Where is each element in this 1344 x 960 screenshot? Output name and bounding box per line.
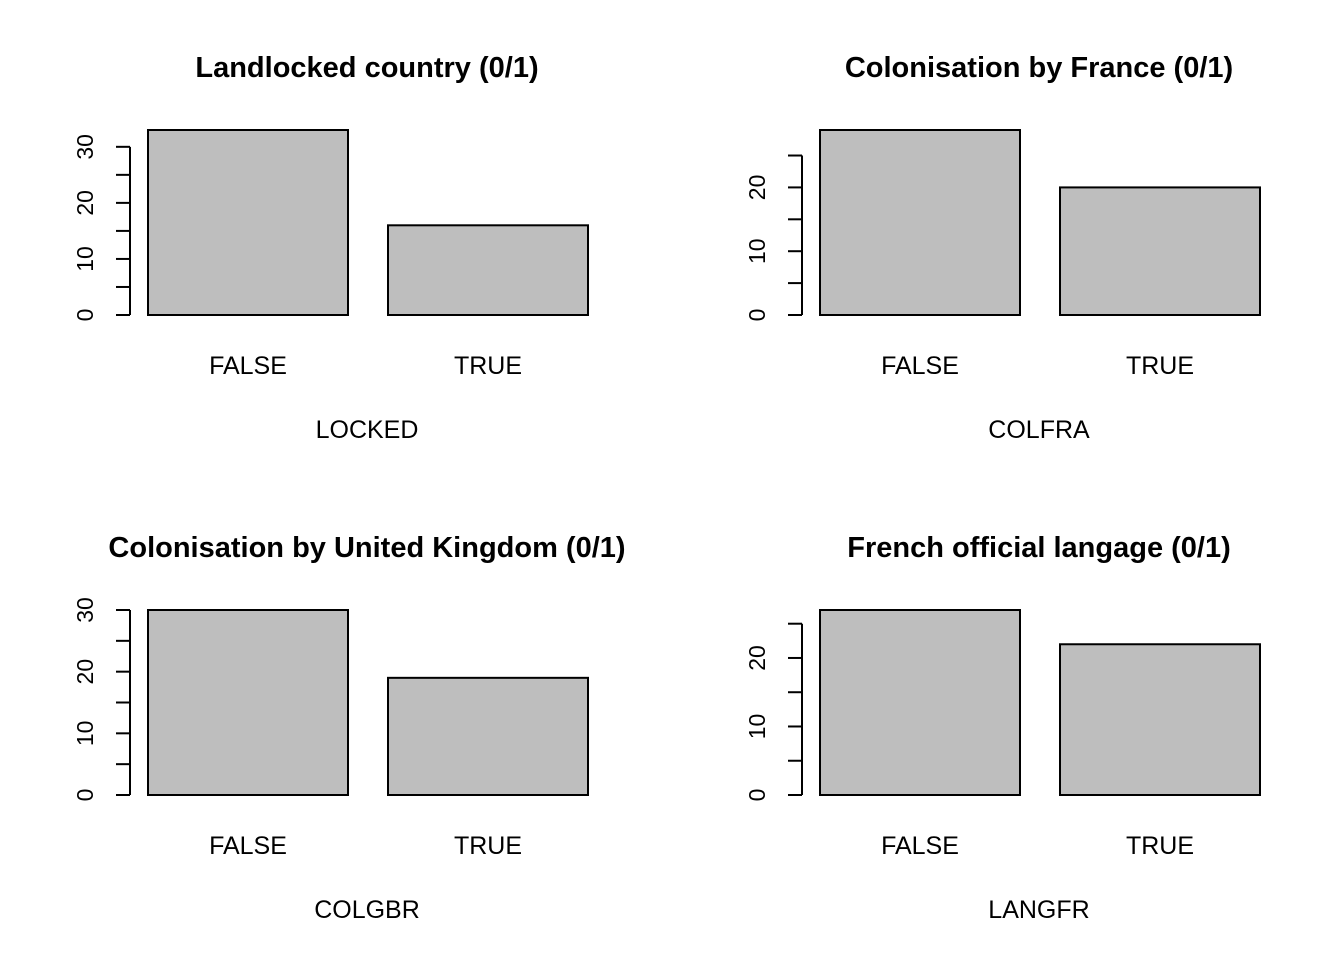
category-label: FALSE [209, 352, 287, 380]
x-axis-label: COLGBR [314, 896, 420, 924]
bar-false [819, 129, 1021, 316]
category-label: TRUE [454, 352, 522, 380]
y-tick-label: 30 [72, 134, 98, 160]
y-tick-label: 0 [72, 789, 98, 802]
y-tick-label: 20 [72, 190, 98, 216]
bar-true [1059, 186, 1261, 316]
bar-false [147, 129, 349, 316]
y-tick-label: 20 [744, 645, 770, 671]
x-axis-label: LANGFR [988, 896, 1089, 924]
category-label: FALSE [881, 832, 959, 860]
category-label: TRUE [1126, 832, 1194, 860]
y-tick-label: 10 [744, 714, 770, 740]
category-label: TRUE [1126, 352, 1194, 380]
chart-panel-colfra: Colonisation by France (0/1) FALSE TRUE COL… [744, 52, 1261, 444]
chart-title: French official langage (0/1) [847, 532, 1231, 564]
bar-true [387, 224, 589, 316]
y-tick-label: 10 [744, 238, 770, 264]
y-tick-label: 0 [744, 309, 770, 322]
bar-true [1059, 643, 1261, 797]
bar-false [147, 609, 349, 796]
category-label: FALSE [881, 352, 959, 380]
chart-panel-colgbr: Colonisation by United Kingdom (0/1) FALS… [72, 532, 626, 924]
y-tick-label: 30 [72, 597, 98, 623]
chart-panel-landlocked: Landlocked country (0/1) FALSE TRUE LOCKED 0… [72, 52, 589, 444]
category-label: FALSE [209, 832, 287, 860]
chart-title: Landlocked country (0/1) [195, 52, 538, 84]
y-tick-label: 10 [72, 721, 98, 747]
y-tick-label: 20 [72, 659, 98, 685]
chart-title: Colonisation by France (0/1) [845, 52, 1233, 84]
x-axis-label: LOCKED [316, 416, 419, 444]
bar-false [819, 609, 1021, 796]
x-axis-label: COLFRA [988, 416, 1090, 444]
bar-true [387, 676, 589, 796]
category-label: TRUE [454, 832, 522, 860]
chart-title: Colonisation by United Kingdom (0/1) [108, 532, 625, 564]
chart-panel-langfr: French official langage (0/1) FALSE TRUE LA… [744, 532, 1261, 924]
y-tick-label: 10 [72, 246, 98, 272]
y-tick-label: 0 [72, 309, 98, 322]
y-tick-label: 20 [744, 175, 770, 201]
y-tick-label: 0 [744, 789, 770, 802]
